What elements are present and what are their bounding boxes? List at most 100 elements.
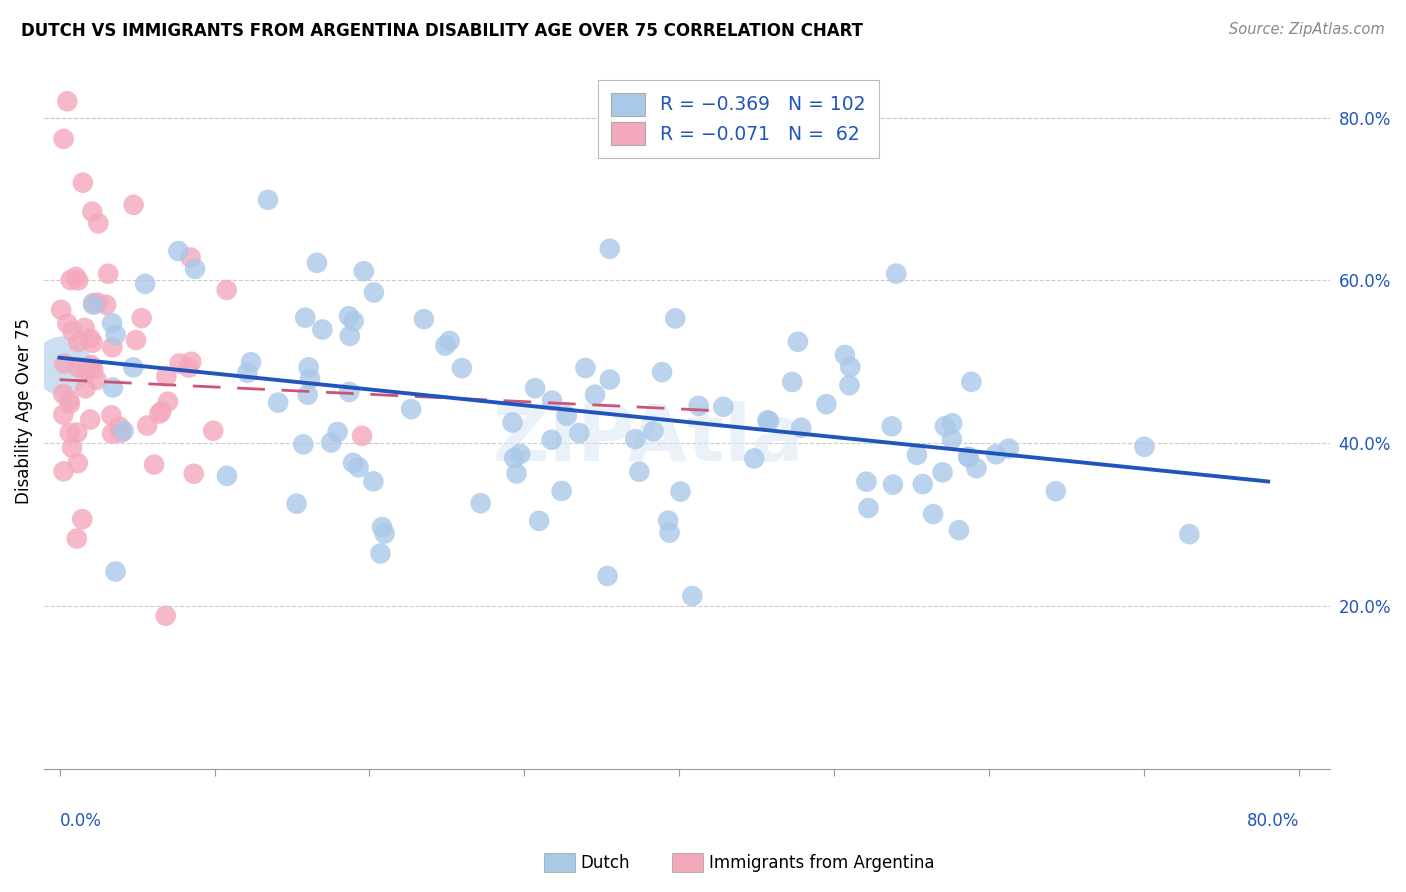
Point [82,296,104,310]
Point [104,565,127,579]
Point [574,360,596,375]
Point [399,402,422,417]
Point [470,496,492,510]
Point [960,375,983,389]
Text: Immigrants from Argentina: Immigrants from Argentina [709,854,934,871]
Point [125,333,148,347]
Point [931,465,953,479]
Point [101,316,124,330]
Point [583,387,606,401]
Point [998,442,1021,456]
Point [104,327,127,342]
Point [110,425,132,440]
Point [150,404,173,418]
Point [941,417,963,431]
Point [343,314,366,328]
Point [711,400,734,414]
Point [87,216,110,230]
Legend: R = −0.369   N = 102, R = −0.071   N =  62: R = −0.369 N = 102, R = −0.071 N = 62 [599,79,879,158]
Point [363,285,385,300]
Point [664,311,686,326]
Text: DUTCH VS IMMIGRANTS FROM ARGENTINA DISABILITY AGE OVER 75 CORRELATION CHART: DUTCH VS IMMIGRANTS FROM ARGENTINA DISAB… [21,22,863,40]
Point [957,450,980,464]
Point [79,331,101,345]
Point [72,176,94,190]
Point [86,373,108,387]
Point [758,414,780,428]
Point [82,204,104,219]
Point [155,369,177,384]
Text: ZIPAtla: ZIPAtla [494,401,804,477]
Point [658,525,681,540]
Point [787,334,810,349]
Point [948,523,970,537]
Point [215,283,238,297]
Point [363,475,385,489]
Text: Source: ZipAtlas.com: Source: ZipAtlas.com [1229,22,1385,37]
Point [527,514,550,528]
Point [52,132,75,146]
Point [101,380,124,394]
Point [87,295,110,310]
Point [294,310,316,325]
Point [59,273,82,287]
Point [669,484,692,499]
Point [297,388,319,402]
Point [434,338,457,352]
Point [858,501,880,516]
Point [180,251,202,265]
Point [202,424,225,438]
Text: Dutch: Dutch [581,854,630,871]
Point [568,425,591,440]
Point [984,447,1007,461]
Point [292,437,315,451]
Point [628,465,651,479]
Point [688,399,710,413]
Point [65,269,87,284]
Point [75,381,97,395]
Point [112,424,135,438]
Point [59,397,82,411]
Point [681,589,703,603]
Point [502,416,524,430]
Point [184,261,207,276]
Point [75,362,97,376]
Point [1178,527,1201,541]
Point [339,329,361,343]
Y-axis label: Disability Age Over 75: Disability Age Over 75 [15,318,32,504]
Point [599,373,621,387]
Point [413,312,436,326]
Point [52,359,75,373]
Point [596,569,619,583]
Point [347,460,370,475]
Point [58,393,80,408]
Point [326,425,349,439]
Point [82,362,104,376]
Point [439,334,461,348]
Point [370,546,392,560]
Point [60,441,83,455]
Point [643,424,665,438]
Point [79,359,101,374]
Point [337,310,360,324]
Point [839,359,862,374]
Point [240,355,263,369]
Point [1133,440,1156,454]
Point [790,421,813,435]
Point [59,425,82,440]
Point [540,433,562,447]
Point [156,394,179,409]
Point [97,267,120,281]
Point [100,409,122,423]
Point [311,322,333,336]
Point [155,608,177,623]
Point [285,497,308,511]
Point [122,360,145,375]
Point [136,418,159,433]
Point [503,450,526,465]
Point [183,467,205,481]
Point [371,520,394,534]
Point [884,267,907,281]
Point [143,458,166,472]
Point [82,335,104,350]
